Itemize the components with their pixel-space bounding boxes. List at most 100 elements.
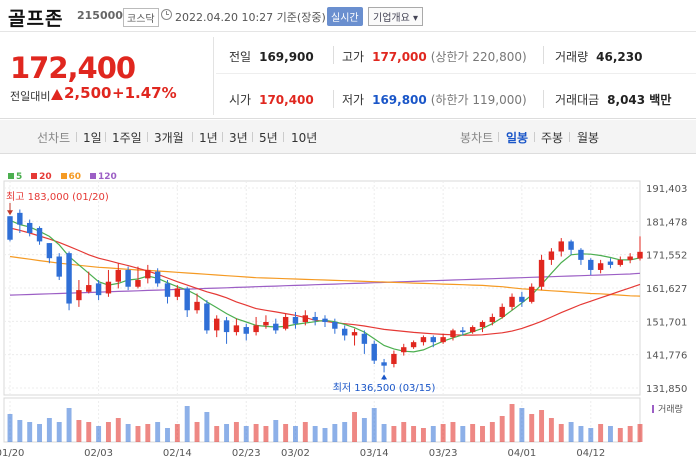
period-3m[interactable]: 3개월 [154,131,184,145]
volume-bar [342,422,348,442]
candle-body [145,269,151,279]
volume-bar [509,404,515,442]
candle-body [243,327,249,334]
volume-bar [519,408,525,442]
volume-bar [184,406,190,442]
candle-body [56,256,62,277]
candle-body [578,249,584,260]
volume-bar [224,424,230,442]
volume-bar [381,424,387,442]
period-1d[interactable]: 1일 [83,131,102,145]
volume-bar [568,422,574,442]
divider [543,90,544,108]
volume-bar [322,428,328,442]
candle-body [125,269,131,287]
realtime-button[interactable]: 실시간 [327,7,363,26]
volume-bar [371,408,377,442]
volume-bar [125,424,131,442]
market-badge: 코스닥 [123,8,159,27]
divider [147,132,148,142]
volume-bar [115,418,121,442]
change-label: 전일대비 [10,90,51,103]
period-1w[interactable]: 1주일 [112,131,142,145]
volume-bar [105,422,111,442]
candle-chart-tab[interactable]: 봉차트 [460,131,494,145]
volume-bar [253,424,259,442]
y-tick-label: 191,403 [646,184,687,195]
ma5-line [9,219,641,353]
legend-ma120: 120 [89,172,117,182]
candle-body [607,261,614,265]
volume-bar [401,422,407,442]
candle-body [36,227,43,242]
volume-bar [352,412,357,442]
volume-label: 거래량 [555,50,589,64]
candle-body [637,251,643,259]
trade-amount-value: 8,043 백만 [607,93,672,107]
volume-bar [204,412,210,442]
candle-body [568,241,574,250]
candle-body [204,303,210,331]
candle-body [499,306,505,317]
volume-bar [420,428,426,442]
candle-weekly[interactable]: 주봉 [541,131,564,145]
low-arrow-icon [381,374,388,380]
candle-body [194,301,200,311]
volume-bar [66,408,72,442]
volume-bar [489,422,495,442]
x-tick-label: 02/23 [232,448,261,459]
candle-body [410,342,417,348]
volume-frame [3,397,641,443]
volume-bar [76,420,82,442]
line-chart-tab[interactable]: 선차트 [37,131,71,145]
candle-monthly[interactable]: 월봉 [577,131,600,145]
period-3y[interactable]: 3년 [229,131,248,145]
high-arrow-icon [7,210,13,216]
divider [534,132,535,142]
volume: 거래량 46,230 [555,48,642,65]
volume-bar [273,420,279,442]
candle-body [135,280,141,287]
candle-body [450,330,456,338]
candle-body [391,353,397,364]
current-price: 172,400 [10,51,136,85]
company-info-dropdown[interactable]: 기업개요 ▾ [368,7,423,26]
candle-body [154,271,161,284]
candle-body [538,259,545,287]
divider [333,46,334,64]
x-tick-label: 01/20 [0,448,24,459]
high-value: 177,000 [372,50,427,64]
candle-body [263,322,269,326]
low-marker-label: 최저 136,500 (03/15) [333,382,436,394]
volume-bar [312,426,318,442]
volume-bar [637,424,643,442]
candle-body [273,323,279,331]
volume-bar [558,424,564,442]
divider [213,37,214,115]
volume-bar [56,422,62,442]
candlestick-chart[interactable]: 191,403 181,478 171,552 161,627 151,701 141,7… [0,180,696,462]
candle-body [95,283,102,296]
candle-body [479,322,486,328]
volume-bar [233,422,239,442]
prev-close-label: 전일 [229,50,252,64]
stock-code: 215000 [77,9,123,22]
candle-body [292,316,299,324]
x-tick-label: 03/23 [429,448,458,459]
x-tick-label: 04/01 [507,448,536,459]
volume-legend-mark [652,405,654,413]
volume-bar [430,426,436,442]
period-10y[interactable]: 10년 [291,131,318,145]
candle-body [253,325,259,333]
volume-bar [480,426,485,442]
chart-toolbar: 선차트 1일 1주일 3개월 1년 3년 5년 10년 봉차트 일봉 주봉 월봉 [0,120,696,154]
divider [76,132,77,142]
candle-daily[interactable]: 일봉 [506,131,529,145]
candle-body [223,320,230,333]
stock-name: 골프존 [8,8,64,30]
period-5y[interactable]: 5년 [259,131,278,145]
volume-bar [17,420,23,442]
period-1y[interactable]: 1년 [199,131,218,145]
candle-body [282,316,289,329]
y-tick-label: 131,850 [646,384,687,395]
